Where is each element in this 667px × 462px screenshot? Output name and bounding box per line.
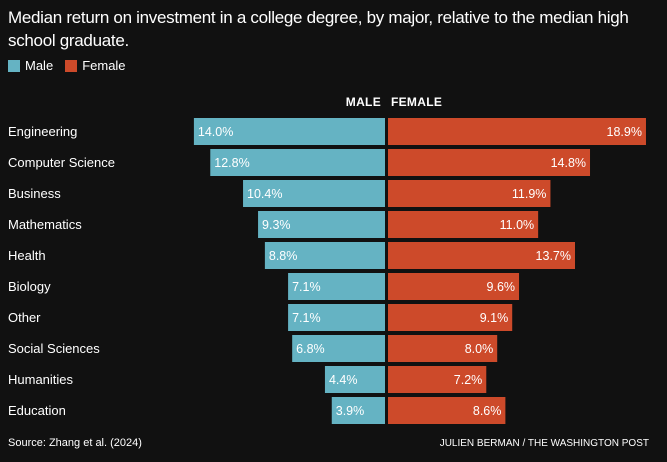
data-label-female: 8.0% (465, 342, 494, 356)
bar-male (292, 335, 385, 362)
bar-female (388, 211, 539, 238)
bar-female (388, 180, 551, 207)
bar-female (388, 118, 646, 145)
legend-swatch-female (65, 59, 78, 72)
data-label-female: 18.9% (607, 125, 642, 139)
category-label: Business (8, 186, 61, 201)
data-label-female: 9.1% (480, 311, 509, 325)
bar-male (243, 180, 385, 207)
legend-label-female: Female (82, 58, 126, 73)
bar-female (388, 366, 487, 393)
data-label-female: 8.6% (473, 404, 502, 418)
credit: JULIEN BERMAN / THE WASHINGTON POST (439, 438, 649, 449)
data-label-female: 7.2% (454, 373, 483, 387)
legend-label-male: Male (25, 58, 54, 73)
source-note: Source: Zhang et al. (2024) (8, 437, 142, 449)
bar-male (331, 397, 385, 424)
category-label: Health (8, 248, 46, 263)
bar-female (388, 335, 498, 362)
category-label: Biology (8, 279, 51, 294)
female-column-header: FEMALE (391, 95, 443, 109)
data-label-female: 9.6% (487, 280, 516, 294)
bar-female (388, 242, 576, 269)
chart-title: Median return on investment in a college… (8, 8, 629, 50)
category-label: Computer Science (8, 155, 115, 170)
bar-male (324, 366, 385, 393)
bar-female (388, 149, 591, 176)
male-column-header: MALE (345, 95, 381, 109)
category-label: Humanities (8, 372, 74, 387)
data-label-male: 8.8% (269, 249, 298, 263)
data-label-male: 4.4% (329, 373, 358, 387)
bar-male (193, 118, 385, 145)
data-label-female: 13.7% (536, 249, 571, 263)
legend: Male Female (8, 58, 138, 73)
category-label: Other (8, 310, 41, 325)
legend-swatch-male (8, 59, 20, 72)
data-label-male: 9.3% (262, 218, 291, 232)
data-label-male: 6.8% (296, 342, 325, 356)
category-label: Mathematics (8, 217, 82, 232)
category-label: Social Sciences (8, 341, 100, 356)
data-label-male: 7.1% (292, 280, 321, 294)
data-label-male: 3.9% (336, 404, 365, 418)
data-label-male: 14.0% (198, 125, 233, 139)
bar-male (210, 149, 385, 176)
bar-female (388, 273, 520, 300)
bar-female (388, 304, 513, 331)
category-label: Engineering (8, 124, 77, 139)
data-label-male: 12.8% (214, 156, 249, 170)
data-label-male: 10.4% (247, 187, 282, 201)
data-label-female: 11.0% (500, 218, 535, 232)
data-label-female: 11.9% (512, 187, 547, 201)
bar-male (258, 211, 385, 238)
bar-male (264, 242, 385, 269)
bar-male (288, 304, 385, 331)
category-label: Education (8, 403, 66, 418)
data-label-female: 14.8% (551, 156, 586, 170)
bar-female (388, 397, 506, 424)
bar-male (288, 273, 385, 300)
data-label-male: 7.1% (292, 311, 321, 325)
